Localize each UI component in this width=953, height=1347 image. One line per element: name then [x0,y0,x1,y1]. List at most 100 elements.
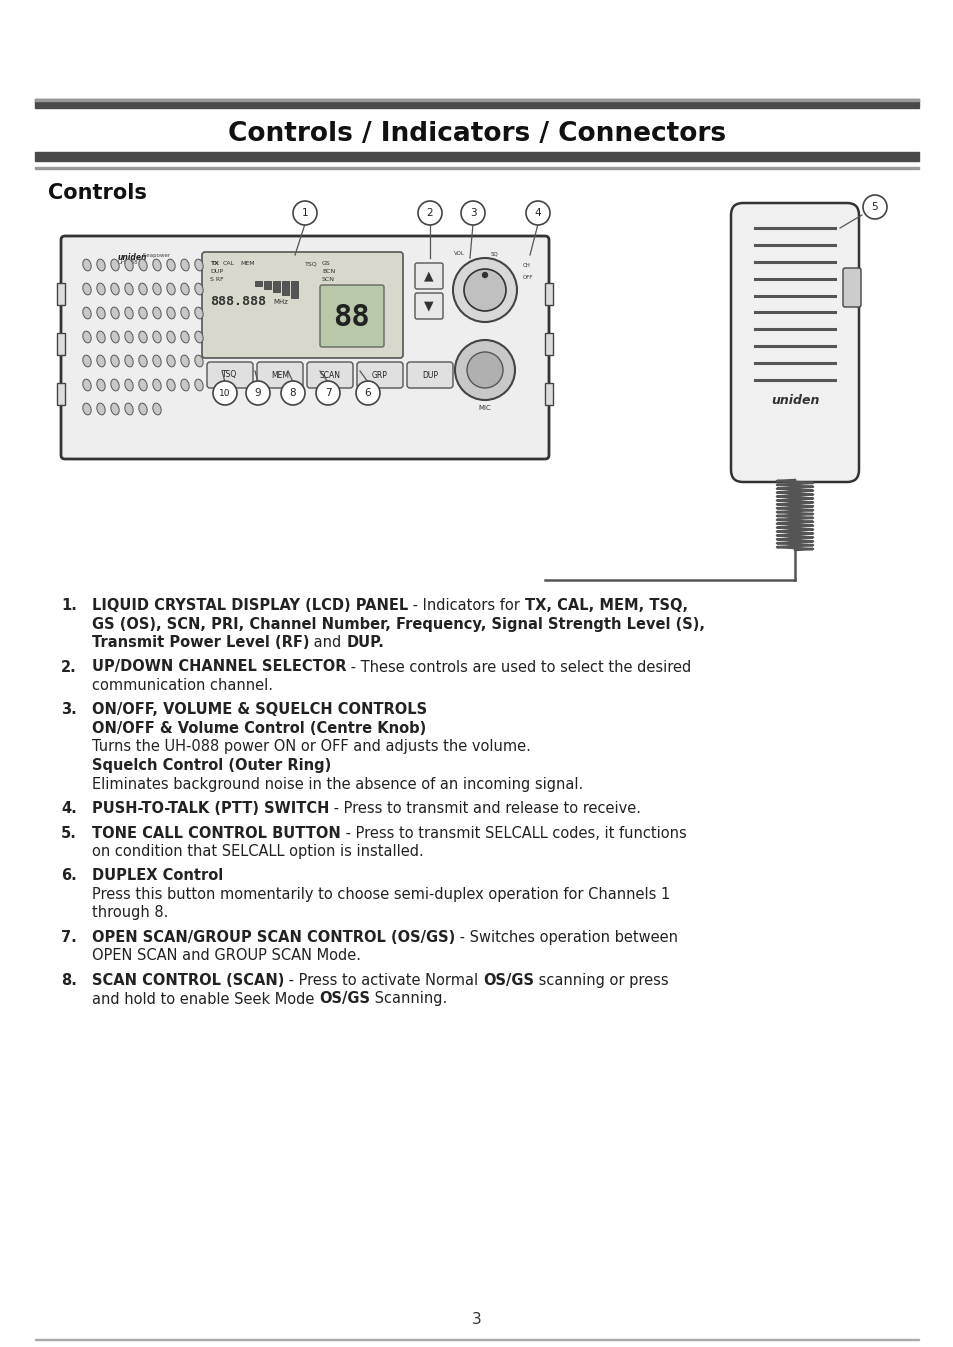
Circle shape [417,201,441,225]
Text: 9: 9 [254,388,261,397]
Text: 6: 6 [364,388,371,397]
Ellipse shape [167,379,175,391]
Text: Scanning.: Scanning. [370,991,447,1006]
Ellipse shape [167,307,175,319]
Bar [57,333,65,356]
Ellipse shape [83,356,91,366]
Text: DUP: DUP [421,370,437,380]
Ellipse shape [139,307,147,319]
FancyBboxPatch shape [415,294,442,319]
Text: 1.: 1. [61,598,77,613]
Ellipse shape [125,331,133,343]
Bar [35,98,918,101]
Text: 1: 1 [301,207,308,218]
Text: MHz: MHz [273,299,288,304]
Bar [35,98,918,108]
Ellipse shape [139,356,147,366]
Text: SQ: SQ [491,251,498,256]
Circle shape [293,201,316,225]
Ellipse shape [194,283,203,295]
Text: OPEN SCAN/GROUP SCAN CONTROL (OS/GS): OPEN SCAN/GROUP SCAN CONTROL (OS/GS) [91,929,455,946]
FancyBboxPatch shape [415,263,442,290]
Ellipse shape [83,331,91,343]
Bar [35,1339,918,1340]
FancyBboxPatch shape [407,362,453,388]
Text: and hold to enable Seek Mode: and hold to enable Seek Mode [91,991,318,1006]
Bar [273,282,280,292]
Text: OFF: OFF [522,275,533,280]
Text: uniden: uniden [118,253,147,263]
Ellipse shape [83,283,91,295]
Ellipse shape [111,331,119,343]
Text: uniden: uniden [770,393,819,407]
Circle shape [482,272,487,277]
Bar [282,282,289,295]
FancyBboxPatch shape [202,252,402,358]
Ellipse shape [152,379,161,391]
FancyBboxPatch shape [319,286,384,348]
Ellipse shape [111,379,119,391]
Circle shape [862,195,886,220]
Text: Press this button momentarily to choose semi-duplex operation for Channels 1: Press this button momentarily to choose … [91,888,670,902]
Ellipse shape [125,356,133,366]
Ellipse shape [139,379,147,391]
Ellipse shape [97,307,105,319]
Ellipse shape [125,379,133,391]
Ellipse shape [139,283,147,295]
Text: - Press to transmit SELCALL codes, it functions: - Press to transmit SELCALL codes, it fu… [340,826,686,841]
Bar [291,282,297,298]
Ellipse shape [97,379,105,391]
Circle shape [355,381,379,405]
Text: 88: 88 [334,303,370,331]
Ellipse shape [194,379,203,391]
Circle shape [315,381,339,405]
Ellipse shape [97,259,105,271]
Text: OPEN SCAN and GROUP SCAN Mode.: OPEN SCAN and GROUP SCAN Mode. [91,948,360,963]
FancyBboxPatch shape [307,362,353,388]
Circle shape [213,381,236,405]
Ellipse shape [152,403,161,415]
Text: TX, CAL, MEM, TSQ,: TX, CAL, MEM, TSQ, [524,598,687,613]
Text: 3: 3 [472,1312,481,1328]
Text: - Press to transmit and release to receive.: - Press to transmit and release to recei… [329,801,640,816]
Ellipse shape [111,259,119,271]
Text: LIQUID CRYSTAL DISPLAY (LCD) PANEL: LIQUID CRYSTAL DISPLAY (LCD) PANEL [91,598,408,613]
Ellipse shape [167,283,175,295]
Ellipse shape [139,331,147,343]
Text: 5: 5 [871,202,878,211]
Ellipse shape [167,356,175,366]
Text: 6.: 6. [61,869,77,884]
Text: UH-088: UH-088 [118,260,138,265]
Text: SCAN: SCAN [319,370,340,380]
Text: 7: 7 [324,388,331,397]
Bar [264,282,271,290]
Circle shape [460,201,484,225]
Circle shape [281,381,305,405]
Circle shape [455,339,515,400]
Text: SCN: SCN [322,277,335,282]
Ellipse shape [181,307,189,319]
Ellipse shape [181,379,189,391]
Ellipse shape [194,356,203,366]
Text: Transmit Power Level (RF): Transmit Power Level (RF) [91,634,309,651]
Text: CAL: CAL [223,261,234,265]
Ellipse shape [167,331,175,343]
Text: 3.: 3. [61,703,77,718]
Text: 3: 3 [469,207,476,218]
Ellipse shape [97,331,105,343]
Text: ▲: ▲ [424,269,434,283]
Text: S RF: S RF [210,277,224,282]
Circle shape [467,352,502,388]
Text: PRI: PRI [322,286,332,290]
Text: Controls / Indicators / Connectors: Controls / Indicators / Connectors [228,121,725,147]
Ellipse shape [111,283,119,295]
FancyBboxPatch shape [61,236,548,459]
Bar [254,282,262,286]
Circle shape [463,269,505,311]
Text: BCN: BCN [322,269,335,273]
Bar [35,167,918,168]
Text: PUSH-TO-TALK (PTT) SWITCH: PUSH-TO-TALK (PTT) SWITCH [91,801,329,816]
Text: 8.: 8. [61,973,77,987]
FancyBboxPatch shape [207,362,253,388]
Text: VOL: VOL [453,251,464,256]
